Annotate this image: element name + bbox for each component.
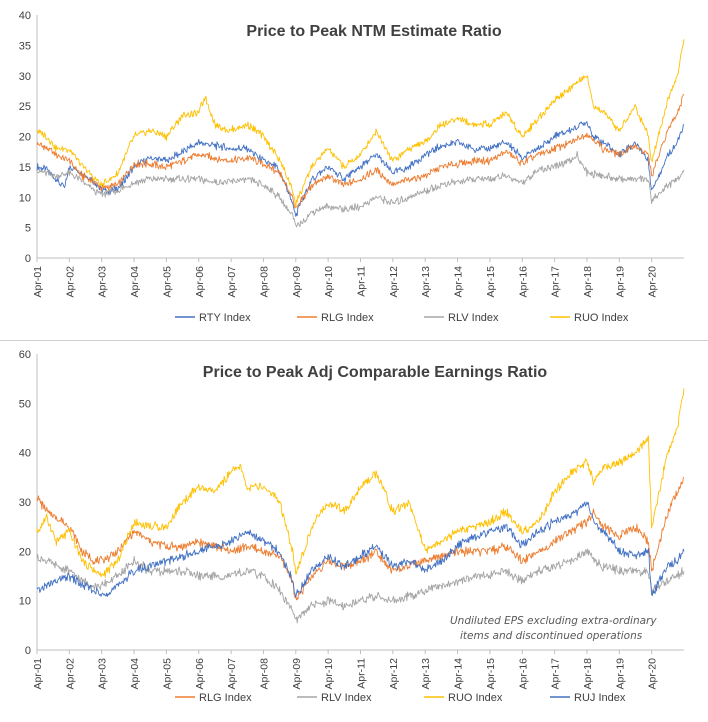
- x-tick-label: Apr-18: [582, 266, 594, 298]
- legend-entry: RUO Index: [424, 692, 503, 704]
- legend-entry: RLV Index: [297, 692, 372, 704]
- x-tick-label: Apr-16: [517, 266, 529, 298]
- x-tick-label: Apr-06: [194, 266, 206, 298]
- x-tick-label: Apr-15: [485, 658, 497, 690]
- series-line-rty-index: [36, 121, 685, 217]
- legend-entry: RLG Index: [175, 692, 252, 704]
- x-tick-label: Apr-03: [97, 266, 109, 298]
- x-tick-label: Apr-09: [291, 658, 303, 690]
- x-tick-label: Apr-18: [582, 658, 594, 690]
- x-tick-label: Apr-01: [32, 658, 44, 690]
- series-line-ruo-index: [36, 388, 685, 578]
- chart-title: Price to Peak NTM Estimate Ratio: [246, 23, 501, 40]
- y-tick-label: 15: [19, 162, 31, 174]
- x-tick-label: Apr-12: [388, 266, 400, 298]
- y-tick-label: 60: [19, 349, 31, 361]
- series-line-ruj-index: [36, 501, 685, 598]
- y-tick-label: 50: [19, 398, 31, 410]
- x-tick-label: Apr-19: [614, 266, 626, 298]
- legend-label: RLG Index: [321, 312, 374, 324]
- y-tick-label: 5: [25, 223, 31, 235]
- x-tick-label: Apr-20: [647, 658, 659, 690]
- legend-entry: RLV Index: [424, 312, 499, 324]
- panel-divider: [0, 340, 708, 341]
- y-tick-label: 30: [19, 71, 31, 83]
- y-tick-label: 35: [19, 40, 31, 52]
- chart-panel-ntm: Price to Peak NTM Estimate Ratio 0 5 10 15 2…: [0, 0, 708, 340]
- legend-label: RUJ Index: [574, 692, 626, 704]
- x-tick-label: Apr-20: [647, 266, 659, 298]
- legend-label: RLV Index: [321, 692, 372, 704]
- x-tick-label: Apr-09: [291, 266, 303, 298]
- x-tick-label: Apr-05: [161, 266, 173, 298]
- chart-adj-comparable-earnings-ratio: Price to Peak Adj Comparable Earnings Ra…: [19, 349, 685, 704]
- legend-entry: RLG Index: [297, 312, 374, 324]
- series-line-rlg-index: [36, 93, 685, 209]
- x-tick-label: Apr-17: [550, 658, 562, 690]
- x-tick-label: Apr-14: [453, 658, 465, 690]
- x-tick-label: Apr-01: [32, 266, 44, 298]
- legend-label: RTY Index: [199, 312, 251, 324]
- legend-label: RLG Index: [199, 692, 252, 704]
- x-tick-label: Apr-16: [517, 658, 529, 690]
- y-tick-label: 40: [19, 10, 31, 22]
- x-tick-label: Apr-07: [226, 658, 238, 690]
- x-tick-label: Apr-11: [356, 266, 368, 297]
- x-tick-label: Apr-11: [356, 658, 368, 689]
- x-tick-label: Apr-13: [420, 658, 432, 690]
- x-tick-label: Apr-05: [161, 658, 173, 690]
- series-line-rlg-index: [36, 476, 685, 601]
- x-tick-label: Apr-13: [420, 266, 432, 298]
- y-tick-label: 20: [19, 132, 31, 144]
- x-tick-label: Apr-14: [453, 266, 465, 298]
- legend-label: RLV Index: [448, 312, 499, 324]
- y-tick-label: 0: [25, 253, 31, 265]
- x-tick-label: Apr-07: [226, 266, 238, 298]
- x-tick-label: Apr-04: [129, 266, 141, 298]
- chart-title: Price to Peak Adj Comparable Earnings Ra…: [203, 364, 548, 381]
- x-tick-label: Apr-06: [194, 658, 206, 690]
- y-tick-label: 10: [19, 596, 31, 608]
- x-tick-label: Apr-17: [550, 266, 562, 298]
- x-tick-label: Apr-15: [485, 266, 497, 298]
- y-tick-label: 40: [19, 448, 31, 460]
- x-tick-label: Apr-04: [129, 658, 141, 690]
- y-tick-label: 0: [25, 645, 31, 657]
- series-line-rlv-index: [36, 150, 685, 228]
- annotation-line-1: Undiluted EPS excluding extra-ordinary: [450, 615, 657, 627]
- x-tick-label: Apr-12: [388, 658, 400, 690]
- x-tick-label: Apr-03: [97, 658, 109, 690]
- x-tick-label: Apr-08: [258, 266, 270, 298]
- x-tick-label: Apr-02: [64, 658, 76, 690]
- series-line-rlv-index: [36, 548, 685, 624]
- y-tick-label: 10: [19, 192, 31, 204]
- legend-label: RUO Index: [574, 312, 629, 324]
- x-tick-label: Apr-10: [323, 658, 335, 690]
- legend-entry: RTY Index: [175, 312, 251, 324]
- x-tick-label: Apr-10: [323, 266, 335, 298]
- x-tick-label: Apr-08: [258, 658, 270, 690]
- legend-label: RUO Index: [448, 692, 503, 704]
- y-tick-label: 25: [19, 101, 31, 113]
- chart-panel-adj-earnings: Price to Peak Adj Comparable Earnings Ra…: [0, 341, 708, 722]
- x-tick-label: Apr-02: [64, 266, 76, 298]
- chart-ntm-estimate-ratio: Price to Peak NTM Estimate Ratio 0 5 10 15 2…: [19, 10, 685, 324]
- y-tick-label: 30: [19, 497, 31, 509]
- y-tick-label: 20: [19, 546, 31, 558]
- x-tick-label: Apr-19: [614, 658, 626, 690]
- annotation-line-2: items and discontinued operations: [460, 630, 643, 642]
- legend-entry: RUJ Index: [550, 692, 626, 704]
- series-line-ruo-index: [36, 39, 685, 208]
- legend-entry: RUO Index: [550, 312, 629, 324]
